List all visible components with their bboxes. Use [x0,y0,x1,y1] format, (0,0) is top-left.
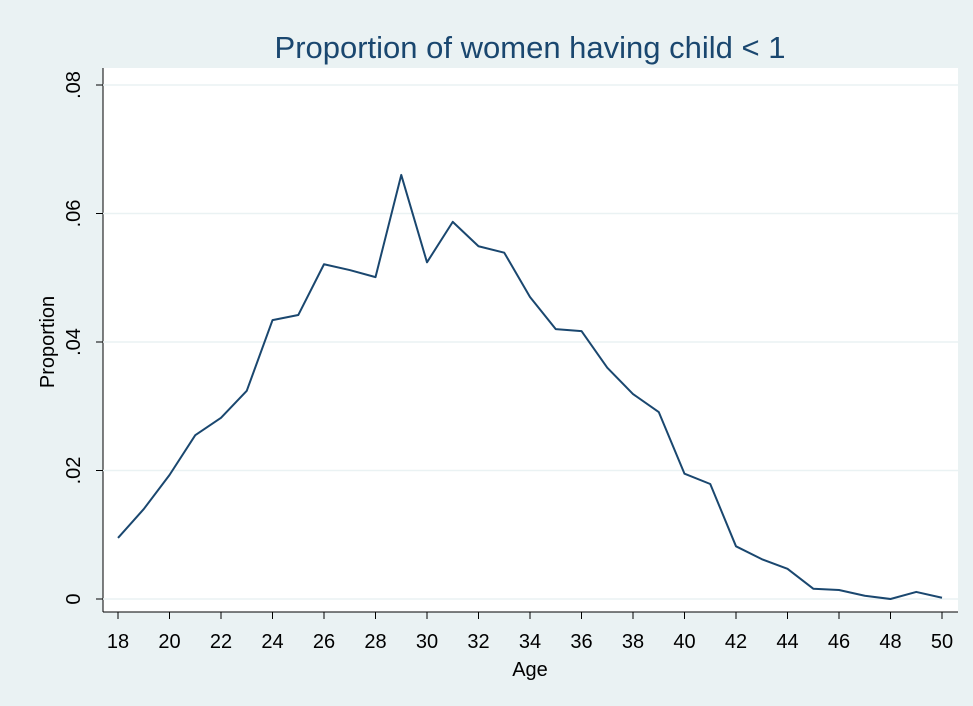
x-tick-label: 18 [107,631,129,653]
x-tick-label: 38 [622,631,644,653]
x-tick-label: 26 [313,631,335,653]
y-tick-label: .08 [63,71,85,99]
x-tick-label: 48 [879,631,901,653]
x-tick-label: 28 [364,631,386,653]
x-tick-label: 36 [570,631,592,653]
x-tick-label: 30 [416,631,438,653]
x-tick-label: 22 [210,631,232,653]
y-tick-label: .06 [63,200,85,228]
x-tick-label: 32 [467,631,489,653]
y-tick-label: .04 [63,328,85,356]
x-tick-label: 42 [725,631,747,653]
x-tick-label: 20 [158,631,180,653]
y-tick-label: .02 [63,457,85,485]
y-axis-label: Proportion [37,296,59,388]
x-tick-label: 40 [673,631,695,653]
x-tick-label: 24 [261,631,283,653]
plot-area [103,68,958,612]
x-axis-label: Age [512,659,548,681]
y-tick-label: 0 [63,593,85,604]
chart-title: Proportion of women having child < 1 [275,30,786,65]
x-tick-label: 44 [776,631,798,653]
line [117,173,943,600]
x-tick-label: 46 [828,631,850,653]
x-tick-label: 34 [519,631,541,653]
x-tick-label: 50 [931,631,953,653]
